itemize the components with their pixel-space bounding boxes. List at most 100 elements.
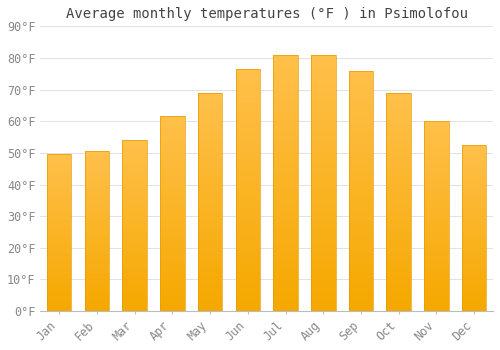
Bar bbox=[236, 176, 260, 180]
Bar bbox=[198, 172, 222, 176]
Bar bbox=[47, 276, 72, 280]
Bar bbox=[274, 306, 298, 311]
Bar bbox=[348, 109, 374, 114]
Bar bbox=[47, 236, 72, 239]
Bar bbox=[47, 205, 72, 208]
Bar bbox=[236, 171, 260, 176]
Bar bbox=[311, 96, 336, 101]
Bar bbox=[348, 138, 374, 143]
Bar bbox=[424, 121, 448, 125]
Bar bbox=[311, 142, 336, 147]
Bar bbox=[311, 183, 336, 188]
Bar bbox=[274, 70, 298, 75]
Bar bbox=[386, 132, 411, 136]
Bar bbox=[274, 178, 298, 183]
Bar bbox=[348, 201, 374, 205]
Bar bbox=[274, 137, 298, 142]
Bar bbox=[198, 202, 222, 206]
Bar bbox=[236, 272, 260, 277]
Bar bbox=[348, 186, 374, 191]
Bar bbox=[311, 239, 336, 244]
Bar bbox=[462, 148, 486, 152]
Bar bbox=[236, 74, 260, 79]
Bar bbox=[122, 147, 147, 150]
Bar bbox=[424, 220, 448, 224]
Bar bbox=[122, 157, 147, 161]
Bar bbox=[198, 184, 222, 189]
Bar bbox=[311, 214, 336, 219]
Bar bbox=[47, 170, 72, 173]
Bar bbox=[311, 270, 336, 275]
Bar bbox=[47, 252, 72, 255]
Bar bbox=[311, 301, 336, 306]
Bar bbox=[274, 301, 298, 306]
Bar bbox=[198, 128, 222, 132]
Bar bbox=[274, 157, 298, 162]
Bar bbox=[311, 286, 336, 290]
Bar bbox=[198, 97, 222, 101]
Bar bbox=[386, 176, 411, 180]
Bar bbox=[311, 280, 336, 286]
Bar bbox=[198, 250, 222, 254]
Bar bbox=[462, 291, 486, 294]
Bar bbox=[462, 241, 486, 245]
Bar bbox=[386, 141, 411, 145]
Bar bbox=[274, 270, 298, 275]
Bar bbox=[311, 296, 336, 301]
Bar bbox=[274, 75, 298, 80]
Bar bbox=[47, 176, 72, 180]
Bar bbox=[311, 229, 336, 234]
Bar bbox=[236, 122, 260, 127]
Bar bbox=[236, 127, 260, 132]
Bar bbox=[311, 116, 336, 121]
Bar bbox=[462, 265, 486, 268]
Bar bbox=[236, 306, 260, 311]
Bar bbox=[236, 277, 260, 282]
Bar bbox=[122, 232, 147, 236]
Bar bbox=[274, 152, 298, 157]
Bar bbox=[47, 226, 72, 230]
Bar bbox=[274, 244, 298, 250]
Bar bbox=[236, 190, 260, 195]
Bar bbox=[198, 106, 222, 110]
Bar bbox=[386, 228, 411, 232]
Bar bbox=[47, 289, 72, 292]
Bar bbox=[386, 219, 411, 224]
Bar bbox=[311, 198, 336, 203]
Bar bbox=[160, 210, 184, 214]
Bar bbox=[122, 222, 147, 226]
Bar bbox=[160, 253, 184, 257]
Bar bbox=[47, 167, 72, 170]
Bar bbox=[47, 223, 72, 226]
Bar bbox=[236, 137, 260, 142]
Bar bbox=[462, 304, 486, 308]
Bar bbox=[236, 258, 260, 263]
Bar bbox=[311, 250, 336, 255]
Bar bbox=[348, 157, 374, 162]
Bar bbox=[348, 133, 374, 138]
Bar bbox=[198, 136, 222, 141]
Bar bbox=[462, 165, 486, 168]
Bar bbox=[386, 215, 411, 219]
Bar bbox=[84, 212, 109, 215]
Bar bbox=[122, 253, 147, 257]
Bar bbox=[47, 245, 72, 248]
Bar bbox=[84, 292, 109, 295]
Bar bbox=[348, 181, 374, 186]
Bar bbox=[198, 154, 222, 158]
Bar bbox=[198, 145, 222, 149]
Bar bbox=[84, 202, 109, 206]
Bar bbox=[348, 85, 374, 90]
Bar bbox=[311, 193, 336, 198]
Bar bbox=[198, 110, 222, 114]
Bar bbox=[236, 103, 260, 108]
Bar bbox=[462, 271, 486, 274]
Bar bbox=[311, 55, 336, 60]
Bar bbox=[84, 250, 109, 253]
Bar bbox=[198, 197, 222, 202]
Title: Average monthly temperatures (°F ) in Psimolofou: Average monthly temperatures (°F ) in Ps… bbox=[66, 7, 468, 21]
Bar bbox=[462, 195, 486, 198]
Bar bbox=[47, 161, 72, 164]
Bar bbox=[160, 140, 184, 144]
Bar bbox=[274, 132, 298, 137]
